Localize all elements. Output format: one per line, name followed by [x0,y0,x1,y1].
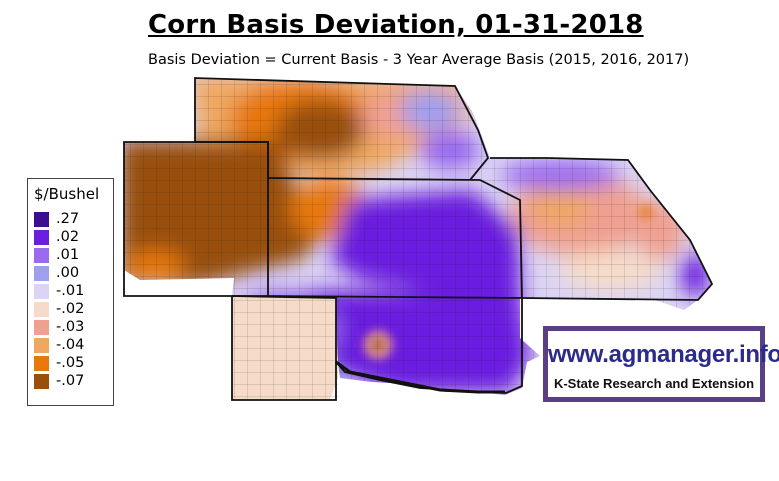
legend-swatch [34,248,49,263]
legend-swatch [34,284,49,299]
legend-swatch [34,302,49,317]
legend-swatch [34,374,49,389]
legend-swatch [34,230,49,245]
legend-swatch [34,356,49,371]
legend-label: .00 [56,265,80,281]
agmanager-promo-box[interactable]: www.agmanager.info K-State Research and … [543,326,779,402]
texas-panhandle [232,296,338,400]
promo-inner: www.agmanager.info K-State Research and … [548,331,779,397]
legend-swatch [34,212,49,227]
page-title: Corn Basis Deviation, 01-31-2018 [148,10,644,40]
legend-label: .01 [56,247,80,263]
legend-swatch [34,266,49,281]
legend-label: -.03 [56,319,85,335]
red-river-line [335,360,505,394]
legend-label: -.04 [56,337,85,353]
legend-swatch [34,338,49,353]
promo-tagline: K-State Research and Extension [553,376,755,391]
legend-label: -.02 [56,301,85,317]
promo-url-link[interactable]: www.agmanager.info [548,341,779,368]
legend-title: $/Bushel [34,185,100,203]
legend-swatch [34,320,49,335]
page-subtitle: Basis Deviation = Current Basis - 3 Year… [148,52,690,68]
legend-label: .02 [56,229,80,245]
legend-label: -.05 [56,355,85,371]
color-legend: $/Bushel .27 .02 .01 .00 -.01 -.02 -.03 -.04 -.0… [27,178,114,406]
legend-label: -.01 [56,283,85,299]
legend-label: .27 [56,211,80,227]
legend-label: -.07 [56,373,85,389]
state-boundaries [123,77,714,401]
